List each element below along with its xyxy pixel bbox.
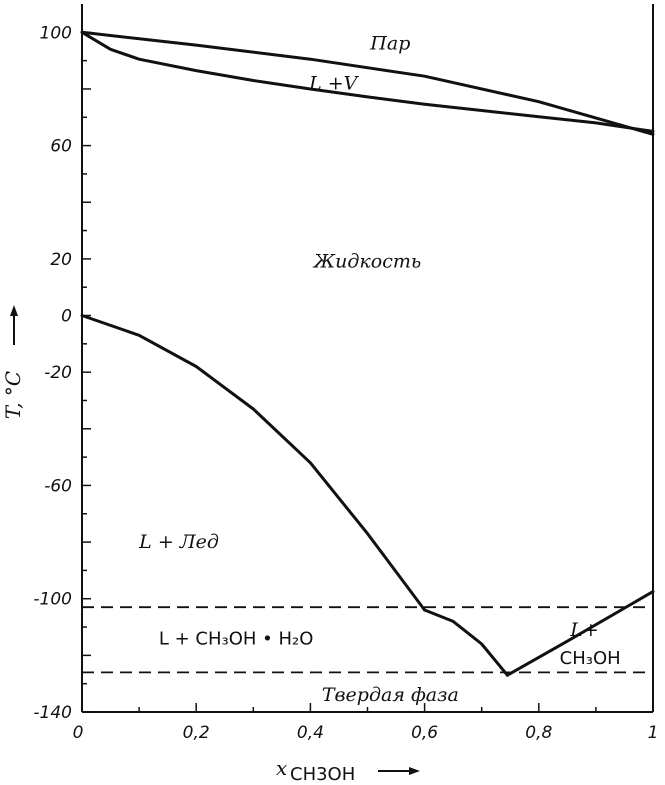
y-axis-label: T, °C [1, 371, 25, 419]
x-axis-title: x CH3OH [276, 756, 355, 785]
x-tick-label: 1 [648, 723, 659, 743]
x-axis-arrow-icon [378, 767, 420, 775]
y-tick-label: 100 [40, 23, 72, 43]
y-tick-label: -20 [44, 363, 72, 383]
x-axis-label: x [276, 756, 287, 780]
series-line-2 [80, 30, 655, 133]
x-tick-label: 0,2 [183, 723, 210, 743]
x-tick-label: 0,4 [297, 723, 324, 743]
series-line-3 [80, 314, 427, 612]
region-labels: Пар L +V Жидкость L + Лед L + CH₃OH • H₂O Тве… [138, 33, 621, 706]
y-axis-arrow-icon [10, 305, 18, 345]
y-tick-label: 0 [61, 307, 72, 327]
region-label: L +V [308, 72, 360, 94]
y-tick-label: -100 [33, 590, 72, 610]
series-group [80, 30, 655, 677]
y-axis-title: T, °C [1, 371, 25, 419]
region-label: Жидкость [312, 251, 421, 273]
region-label: L + CH₃OH • H₂O [159, 628, 314, 649]
x-tick-label: 0,8 [525, 723, 552, 743]
y-tick-label: 20 [50, 250, 72, 270]
series-line-1 [80, 30, 655, 136]
x-axis-subscript: CH3OH [290, 764, 355, 785]
region-label: CH₃OH [560, 648, 621, 669]
series-line-5 [505, 590, 655, 677]
region-label: L+ [569, 619, 599, 641]
y-tick-label: -60 [44, 476, 72, 496]
region-label: Пар [369, 33, 410, 55]
x-tick-label: 0,6 [411, 723, 438, 743]
region-label: L + Лед [138, 531, 219, 553]
axes [81, 4, 654, 713]
y-tick-label: 60 [50, 137, 72, 157]
x-tick-label: 0 [73, 723, 84, 743]
series-line-4 [423, 608, 509, 677]
y-tick-label: -140 [33, 703, 72, 723]
region-label: Твердая фаза [322, 684, 459, 706]
